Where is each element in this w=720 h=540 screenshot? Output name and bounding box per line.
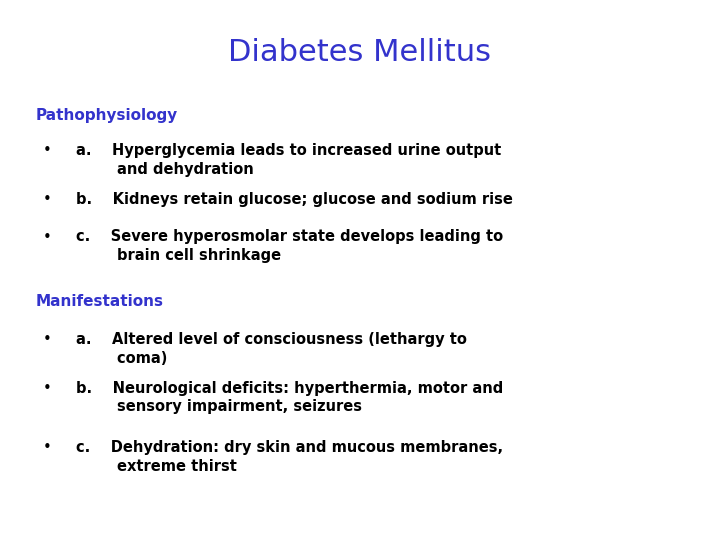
Text: Manifestations: Manifestations xyxy=(36,294,164,309)
Text: a.    Hyperglycemia leads to increased urine output
        and dehydration: a. Hyperglycemia leads to increased urin… xyxy=(76,143,501,177)
Text: •: • xyxy=(43,143,52,158)
Text: •: • xyxy=(43,332,52,347)
Text: c.    Dehydration: dry skin and mucous membranes,
        extreme thirst: c. Dehydration: dry skin and mucous memb… xyxy=(76,440,503,474)
Text: •: • xyxy=(43,192,52,207)
Text: •: • xyxy=(43,230,52,245)
Text: Pathophysiology: Pathophysiology xyxy=(36,108,179,123)
Text: c.    Severe hyperosmolar state develops leading to
        brain cell shrinkage: c. Severe hyperosmolar state develops le… xyxy=(76,230,503,263)
Text: •: • xyxy=(43,381,52,396)
Text: b.    Kidneys retain glucose; glucose and sodium rise: b. Kidneys retain glucose; glucose and s… xyxy=(76,192,513,207)
Text: b.    Neurological deficits: hyperthermia, motor and
        sensory impairment,: b. Neurological deficits: hyperthermia, … xyxy=(76,381,503,414)
Text: Diabetes Mellitus: Diabetes Mellitus xyxy=(228,38,492,67)
Text: •: • xyxy=(43,440,52,455)
Text: a.    Altered level of consciousness (lethargy to
        coma): a. Altered level of consciousness (letha… xyxy=(76,332,467,366)
